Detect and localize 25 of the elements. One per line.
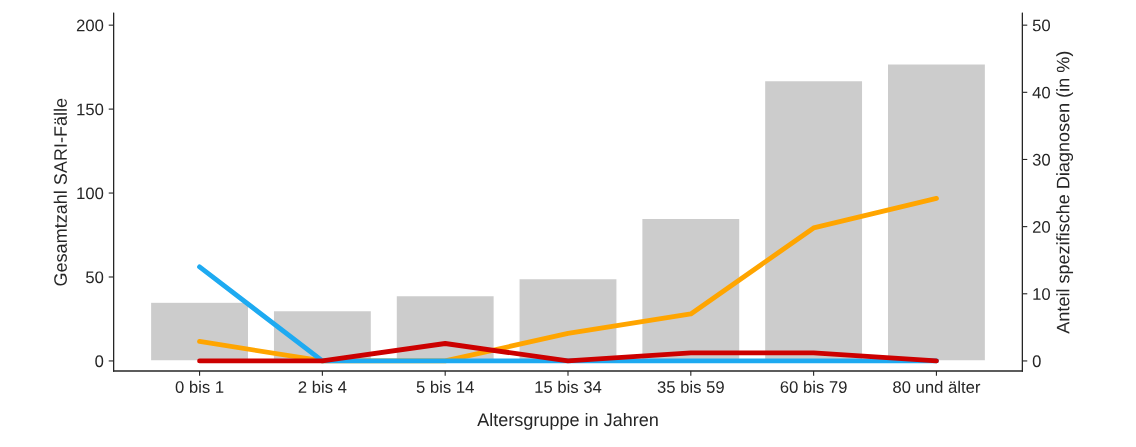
y-tick-label: 100 [77, 187, 104, 200]
y2-tick-label: 20 [1032, 221, 1051, 233]
x-tick-label: 5 bis 14 [416, 380, 474, 393]
x-tick-label: 0 bis 1 [175, 380, 224, 393]
y-tick-label: 0 [95, 355, 104, 368]
x-tick-label: 2 bis 4 [298, 380, 347, 393]
y-tick-label: 200 [76, 19, 104, 32]
y2-tick-label: 40 [1032, 86, 1051, 99]
y2-tick-label: 50 [1032, 19, 1051, 32]
bar [149, 301, 250, 362]
y-tick-label: 50 [86, 271, 104, 284]
y2-axis-title: Anteil spezifische Diagnosen (in %) [1056, 51, 1074, 334]
x-tick-label: 15 bis 34 [535, 380, 602, 393]
y-axis-title: Gesamtzahl SARI-Fälle [53, 98, 67, 286]
y2-tick-label: 0 [1032, 355, 1041, 368]
y2-tick-label: 30 [1032, 153, 1051, 166]
x-tick-label: 80 und älter [893, 380, 981, 393]
x-tick-label: 60 bis 79 [780, 380, 847, 393]
bar [763, 79, 864, 362]
y2-tick-label: 10 [1033, 288, 1051, 300]
bar [640, 217, 741, 362]
x-axis-title: Altersgruppe in Jahren [477, 412, 658, 430]
x-tick-label: 35 bis 59 [657, 380, 724, 393]
y-tick-label: 150 [77, 103, 104, 116]
bar [886, 63, 987, 362]
